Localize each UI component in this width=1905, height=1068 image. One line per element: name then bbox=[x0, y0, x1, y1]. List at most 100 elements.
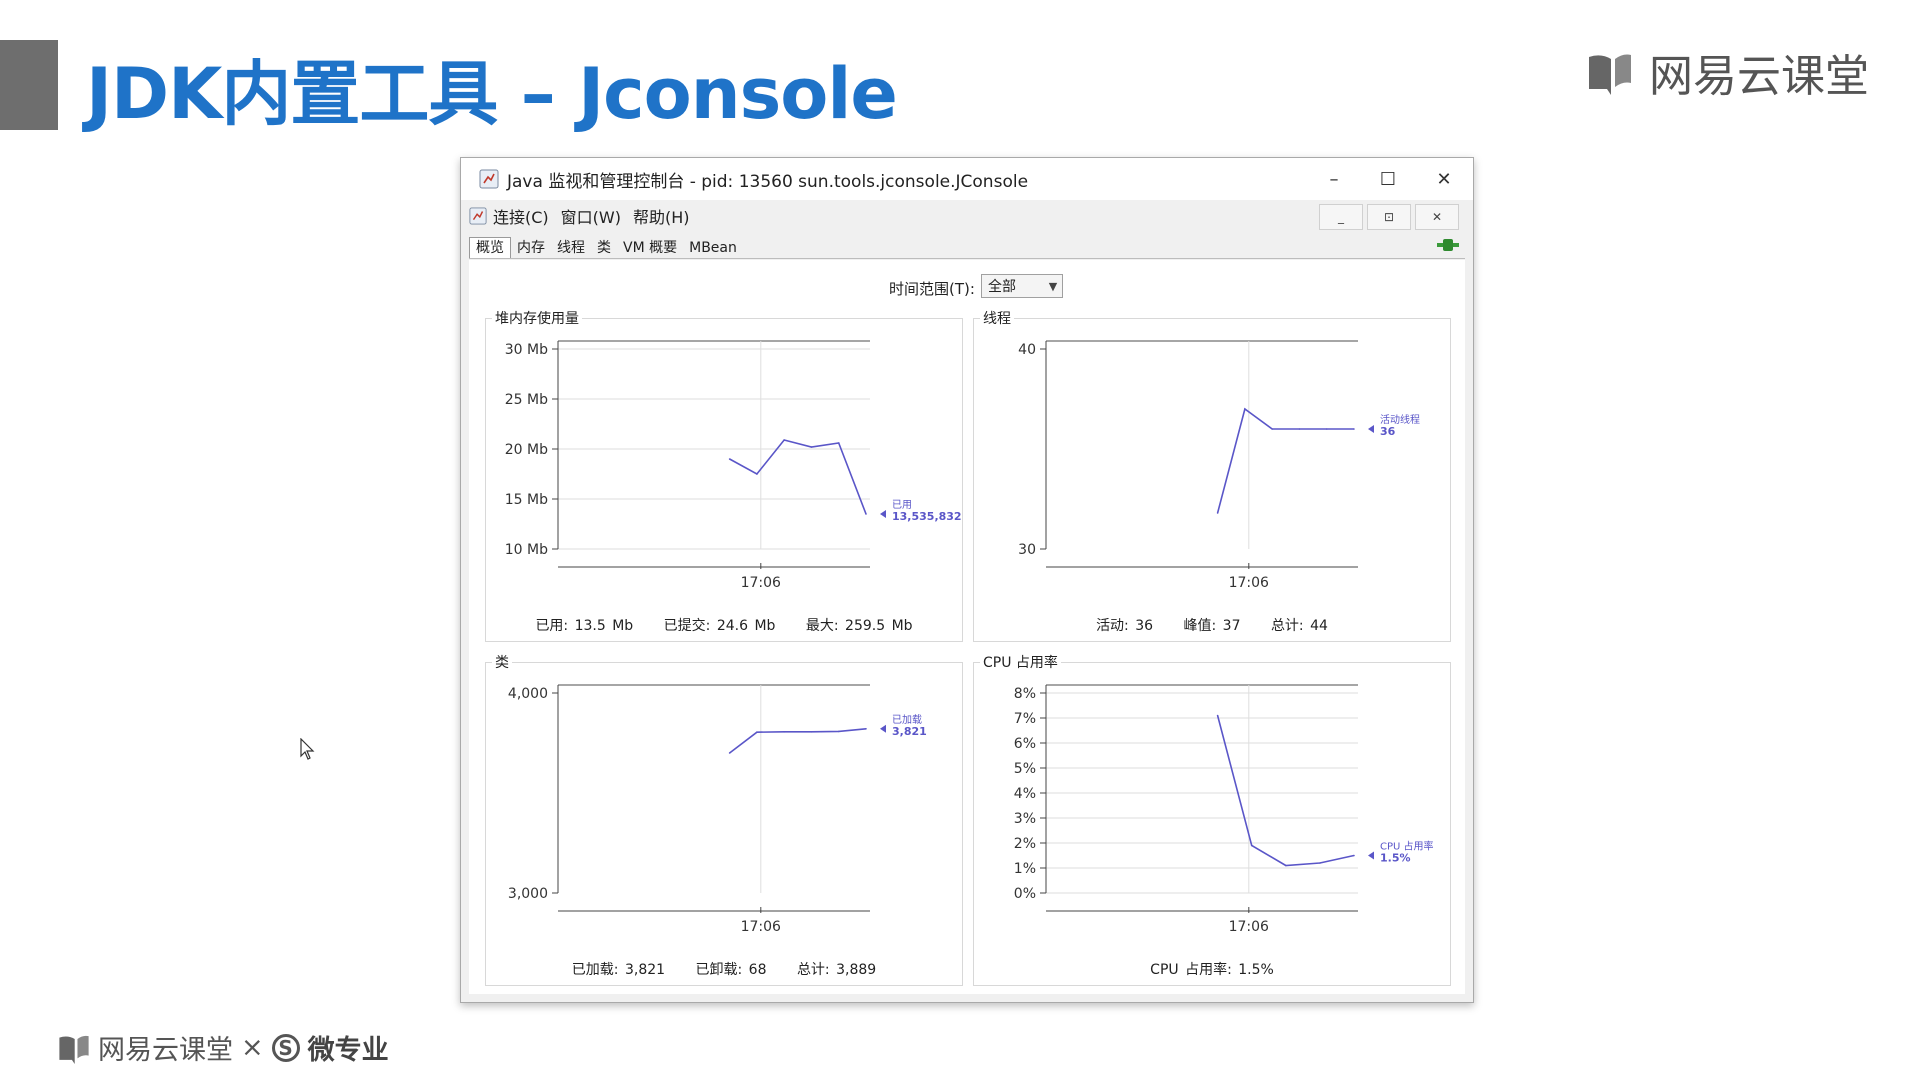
last-value-marker bbox=[1368, 851, 1374, 860]
data-point bbox=[837, 442, 840, 444]
last-value-label: 36 bbox=[1380, 425, 1396, 438]
panel-footer: 活动: 36 峰值: 37 总计: 44 bbox=[974, 615, 1450, 635]
cpu-usage-panel: CPU 占用率 8% 7% 6% 5% 4% 3% 2% 1% 0% 17:06 CPU 占用率 1.… bbox=[973, 652, 1451, 986]
plot-area bbox=[1046, 341, 1358, 567]
panel-title: 线程 bbox=[980, 308, 1014, 328]
data-point bbox=[810, 446, 813, 448]
tab-mbean[interactable]: MBean bbox=[689, 240, 737, 256]
y-tick-label: 5% bbox=[1014, 761, 1036, 777]
menu-connect[interactable]: 连接(C) bbox=[493, 208, 549, 227]
classes-unloaded: 已卸载: 68 bbox=[695, 962, 767, 978]
data-point bbox=[1244, 408, 1246, 410]
y-tick-label: 3,000 bbox=[508, 886, 548, 902]
connection-status-icon[interactable] bbox=[1435, 238, 1461, 252]
data-point bbox=[756, 473, 758, 475]
y-tick-label: 8% bbox=[1014, 686, 1036, 702]
tab-classes[interactable]: 类 bbox=[597, 240, 611, 256]
x-tick-label: 17:06 bbox=[1229, 919, 1269, 935]
series-line bbox=[729, 439, 867, 515]
window-titlebar[interactable]: Java 监视和管理控制台 - pid: 13560 sun.tools.jco… bbox=[461, 158, 1473, 200]
data-point bbox=[756, 731, 758, 733]
threads-total: 总计: 44 bbox=[1270, 618, 1328, 634]
y-tick-label: 6% bbox=[1014, 736, 1036, 752]
data-point bbox=[1353, 428, 1355, 430]
brand-top-text: 网易云课堂 bbox=[1649, 51, 1869, 102]
data-point bbox=[837, 730, 840, 733]
java-app-icon bbox=[469, 207, 487, 225]
tab-threads[interactable]: 线程 bbox=[557, 240, 585, 256]
menu-help[interactable]: 帮助(H) bbox=[632, 208, 690, 227]
panel-footer: CPU 占用率: 1.5% bbox=[974, 959, 1450, 979]
heap-committed: 已提交: 24.6 Mb bbox=[663, 618, 776, 634]
inner-restore-button[interactable]: ⊡ bbox=[1367, 204, 1411, 230]
classes-panel: 类 4,000 3,000 17:06 已加载 3,821 已加载: 3,821 已卸载… bbox=[485, 652, 963, 986]
heap-memory-panel: 堆内存使用量 30 Mb 25 Mb 20 Mb 15 Mb 10 Mb 17:06 已用 1… bbox=[485, 308, 963, 642]
y-tick-label: 20 Mb bbox=[505, 442, 548, 458]
series-name-label: 已用 bbox=[892, 500, 912, 511]
x-tick-label: 17:06 bbox=[741, 919, 781, 935]
window-title: Java 监视和管理控制台 - pid: 13560 sun.tools.jco… bbox=[507, 171, 1029, 192]
heap-max: 最大: 259.5 Mb bbox=[805, 618, 913, 634]
book-logo-icon bbox=[1589, 54, 1631, 95]
threads-panel: 线程 40 30 17:06 活动线程 36 活动: 36 峰值: 37 总计: 44 bbox=[973, 308, 1451, 642]
tab-vm-summary[interactable]: VM 概要 bbox=[623, 240, 678, 256]
time-range-select[interactable]: 全部 ▼ bbox=[981, 274, 1063, 298]
series-name-label: CPU 占用率 bbox=[1380, 840, 1434, 853]
y-tick-label: 30 Mb bbox=[505, 342, 548, 358]
java-app-icon bbox=[479, 169, 499, 189]
tab-overview[interactable]: 概览 bbox=[469, 237, 511, 258]
jconsole-window: Java 监视和管理控制台 - pid: 13560 sun.tools.jco… bbox=[460, 157, 1474, 1003]
menu-window[interactable]: 窗口(W) bbox=[560, 208, 621, 227]
minimize-button[interactable]: – bbox=[1329, 168, 1339, 190]
y-tick-label: 4% bbox=[1014, 786, 1036, 802]
last-value-marker bbox=[880, 724, 886, 733]
panel-footer: 已加载: 3,821 已卸载: 68 总计: 3,889 bbox=[486, 959, 962, 979]
data-point bbox=[728, 752, 731, 754]
slide-accent-bar bbox=[0, 40, 58, 130]
inner-minimize-button[interactable]: _ bbox=[1319, 204, 1363, 230]
last-value-marker bbox=[880, 510, 886, 518]
brand-bottom-name: 网易云课堂 bbox=[98, 1035, 233, 1066]
y-tick-label: 25 Mb bbox=[505, 392, 548, 408]
close-button[interactable]: ✕ bbox=[1436, 168, 1452, 190]
heap-used: 已用: 13.5 Mb bbox=[535, 618, 634, 634]
brand-bottom-program: 微专业 bbox=[307, 1035, 389, 1066]
brand-logo-bottom: 网易云课堂 × S 微专业 bbox=[58, 1028, 389, 1067]
last-value-label: 13,535,832 bbox=[892, 510, 962, 523]
book-logo-icon bbox=[59, 1035, 89, 1064]
y-tick-label: 30 bbox=[1018, 542, 1036, 558]
tab-memory[interactable]: 内存 bbox=[517, 240, 545, 256]
inner-close-button[interactable]: ✕ bbox=[1415, 204, 1459, 230]
classes-total: 总计: 3,889 bbox=[796, 962, 877, 978]
plot-area bbox=[558, 685, 870, 911]
data-point bbox=[783, 439, 785, 441]
y-tick-label: 40 bbox=[1018, 342, 1036, 358]
maximize-button[interactable]: ☐ bbox=[1379, 168, 1397, 190]
y-tick-label: 2% bbox=[1014, 836, 1036, 852]
heap-memory-chart: 30 Mb 25 Mb 20 Mb 15 Mb 10 Mb 17:06 已用13,535,8… bbox=[505, 340, 962, 591]
classes-loaded: 已加载: 3,821 bbox=[571, 962, 666, 978]
data-point bbox=[865, 513, 867, 515]
menu-bar: 连接(C) 窗口(W) 帮助(H) bbox=[469, 204, 1465, 228]
cpu-usage-value: CPU 占用率: 1.5% bbox=[1150, 962, 1274, 978]
brand-bottom-times: × bbox=[241, 1032, 264, 1063]
data-point bbox=[1319, 862, 1321, 864]
data-point bbox=[728, 458, 731, 460]
series-line bbox=[729, 728, 867, 754]
data-point bbox=[1298, 428, 1301, 430]
data-point bbox=[1325, 428, 1328, 430]
series-name-label: 活动线程 bbox=[1380, 413, 1420, 426]
overview-content: 时间范围(T): 全部 ▼ 堆内存使用量 30 Mb 25 Mb 20 Mb 15 M… bbox=[469, 260, 1465, 994]
threads-peak: 峰值: 37 bbox=[1183, 618, 1241, 634]
panel-footer: 已用: 13.5 Mb 已提交: 24.6 Mb 最大: 259.5 Mb bbox=[486, 615, 962, 635]
chevron-down-icon: ▼ bbox=[1048, 279, 1058, 293]
last-value-marker bbox=[1368, 425, 1374, 433]
y-tick-label: 3% bbox=[1014, 811, 1036, 827]
data-point bbox=[1216, 512, 1219, 514]
last-value-label: 3,821 bbox=[892, 725, 927, 738]
y-tick-label: 10 Mb bbox=[505, 542, 548, 558]
y-tick-label: 7% bbox=[1014, 711, 1036, 727]
time-range-label: 时间范围(T): bbox=[889, 280, 975, 298]
